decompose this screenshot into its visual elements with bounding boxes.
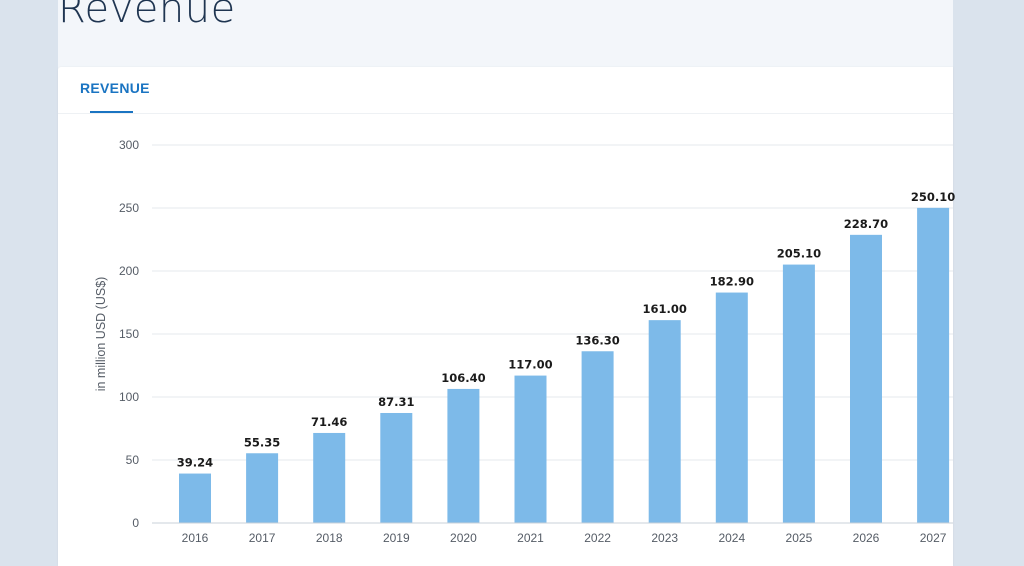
tab-revenue[interactable]: REVENUE <box>80 80 150 96</box>
y-axis-label: in million USD (US$) <box>94 277 108 392</box>
bar-2022[interactable] <box>581 351 614 523</box>
x-tick-label: 2024 <box>718 531 745 545</box>
data-label: 87.31 <box>378 395 414 409</box>
grid-lines <box>152 144 953 461</box>
x-tick-label: 2019 <box>383 531 410 545</box>
y-axis-ticks: 0 50 100 150 200 250 300 <box>119 138 139 530</box>
y-tick-label: 0 <box>132 516 139 530</box>
x-tick-label: 2017 <box>249 531 276 545</box>
data-label: 117.00 <box>508 358 552 372</box>
data-label: 39.24 <box>177 456 213 470</box>
bar-2017[interactable] <box>246 453 279 523</box>
x-tick-label: 2021 <box>517 531 544 545</box>
tab-divider <box>58 113 953 114</box>
data-label: 161.00 <box>643 302 687 316</box>
bar-2021[interactable] <box>514 375 547 523</box>
bar-2025[interactable] <box>782 264 815 523</box>
bar-2020[interactable] <box>447 388 480 523</box>
data-label: 71.46 <box>311 415 347 429</box>
data-label: 136.30 <box>575 333 619 347</box>
y-tick-label: 50 <box>126 453 140 467</box>
y-tick-label: 250 <box>119 201 139 215</box>
y-tick-label: 150 <box>119 327 139 341</box>
bar-2019[interactable] <box>380 412 413 523</box>
y-tick-label: 200 <box>119 264 139 278</box>
x-tick-label: 2023 <box>651 531 678 545</box>
x-tick-label: 2018 <box>316 531 343 545</box>
x-axis-ticks: 2016 2017 2018 2019 2020 2021 2022 2023 2024 2025… <box>182 531 947 545</box>
tab-active-indicator <box>90 111 133 113</box>
x-tick-label: 2025 <box>786 531 813 545</box>
data-label: 55.35 <box>244 435 280 449</box>
bar-2016[interactable] <box>179 473 211 523</box>
data-label: 250.10 <box>911 190 955 204</box>
bars <box>179 207 950 523</box>
data-label: 228.70 <box>844 217 888 231</box>
x-tick-label: 2027 <box>920 531 947 545</box>
data-labels: 39.24 55.35 71.46 87.31 106.40 117.00 136.30 16… <box>177 190 955 470</box>
x-tick-label: 2020 <box>450 531 477 545</box>
data-label: 205.10 <box>777 247 821 261</box>
bar-2026[interactable] <box>850 234 882 523</box>
data-label: 106.40 <box>441 371 485 385</box>
bar-2023[interactable] <box>648 320 681 523</box>
x-tick-label: 2016 <box>182 531 209 545</box>
bar-2018[interactable] <box>313 432 346 523</box>
y-tick-label: 100 <box>119 390 139 404</box>
x-tick-label: 2026 <box>853 531 880 545</box>
bar-2024[interactable] <box>715 292 748 523</box>
bar-2027[interactable] <box>917 207 950 523</box>
x-tick-label: 2022 <box>584 531 611 545</box>
data-label: 182.90 <box>710 275 754 289</box>
y-tick-label: 300 <box>119 138 139 152</box>
page-title: Revenue <box>58 0 236 32</box>
